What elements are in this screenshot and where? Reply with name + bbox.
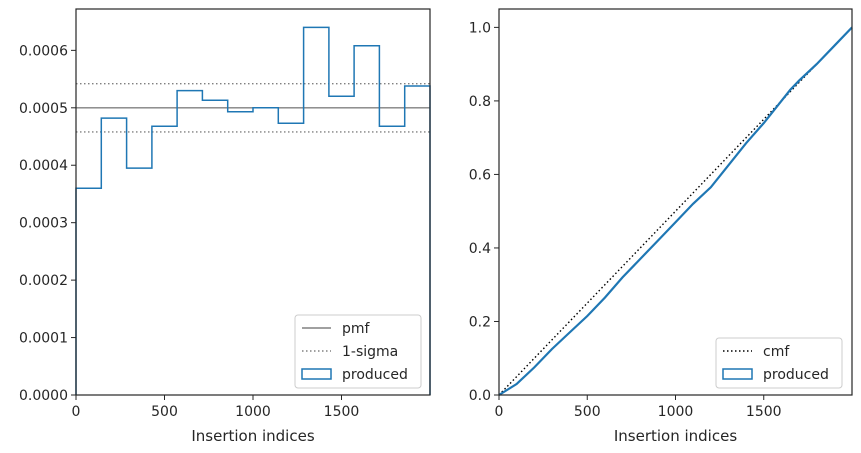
- y-tick-label: 0.6: [469, 167, 491, 183]
- x-tick-label: 500: [574, 404, 601, 420]
- legend-label-produced: produced: [342, 367, 408, 383]
- left-panel-histogram: 0 500 1000 1500 0.0000 0.0001 0.0002 0.0003 0.00…: [19, 8, 431, 445]
- y-tick-label: 0.0: [469, 388, 491, 404]
- series-produced: [498, 26, 853, 396]
- legend-label-1-sigma: 1-sigma: [342, 344, 398, 360]
- x-tick-label: 1500: [324, 404, 360, 420]
- series-produced: [75, 26, 431, 395]
- x-tick-label: 0: [495, 404, 504, 420]
- y-tick-label: 1.0: [469, 20, 491, 36]
- x-tick-label: 1500: [746, 404, 782, 420]
- series-cmf: [498, 26, 853, 396]
- axes-frame: [498, 8, 853, 396]
- y-tick-label: 0.0002: [19, 273, 68, 289]
- x-axis-label: Insertion indices: [191, 427, 314, 445]
- y-tick-label: 0.2: [469, 314, 491, 330]
- y-tick-label: 0.0005: [19, 101, 68, 117]
- y-tick-label: 0.0004: [19, 158, 68, 174]
- legend-label-pmf: pmf: [342, 321, 371, 337]
- y-tick-label: 0.4: [469, 241, 491, 257]
- x-axis-label: Insertion indices: [614, 427, 737, 445]
- legend-label-produced: produced: [763, 367, 829, 383]
- y-tick-label: 0.0000: [19, 388, 68, 404]
- y-tick-label: 0.0006: [19, 43, 68, 59]
- y-tick-label: 0.8: [469, 94, 491, 110]
- legend-swatch-produced: [301, 368, 332, 380]
- x-tick-label: 0: [72, 404, 81, 420]
- x-tick-label: 500: [151, 404, 178, 420]
- legend-label-cmf: cmf: [763, 344, 790, 360]
- right-panel-cmf: 0 500 1000 1500 0.0 0.2 0.4 0.6 0.8 1.0 Insertion …: [469, 8, 853, 445]
- legend-swatch-produced: [722, 368, 753, 380]
- x-tick-label: 1000: [658, 404, 694, 420]
- y-tick-label: 0.0001: [19, 331, 68, 347]
- x-tick-label: 1000: [235, 404, 271, 420]
- y-tick-label: 0.0003: [19, 216, 68, 232]
